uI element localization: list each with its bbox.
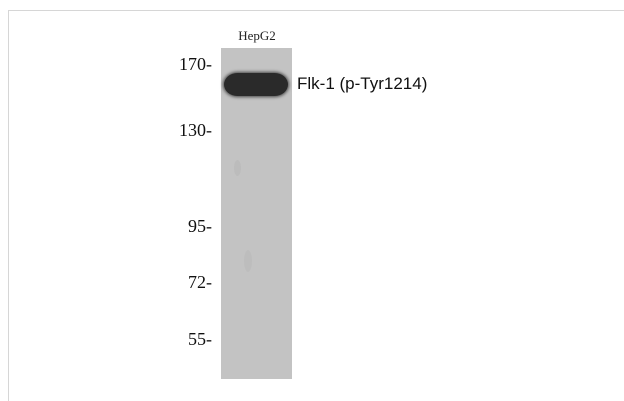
lane-label: HepG2 [238,28,276,43]
marker-130: 130- [179,120,212,140]
band-label: Flk-1 (p-Tyr1214) [297,74,428,93]
gel-artifact-spot [244,250,252,272]
figure-frame-top [8,10,624,11]
figure-frame-left [8,10,9,401]
gel-artifact-spot [234,160,241,176]
marker-170: 170- [179,54,212,74]
marker-95: 95- [188,216,212,236]
protein-band [224,73,288,96]
gel-lane [221,48,292,379]
marker-55: 55- [188,329,212,349]
marker-72: 72- [188,272,212,292]
